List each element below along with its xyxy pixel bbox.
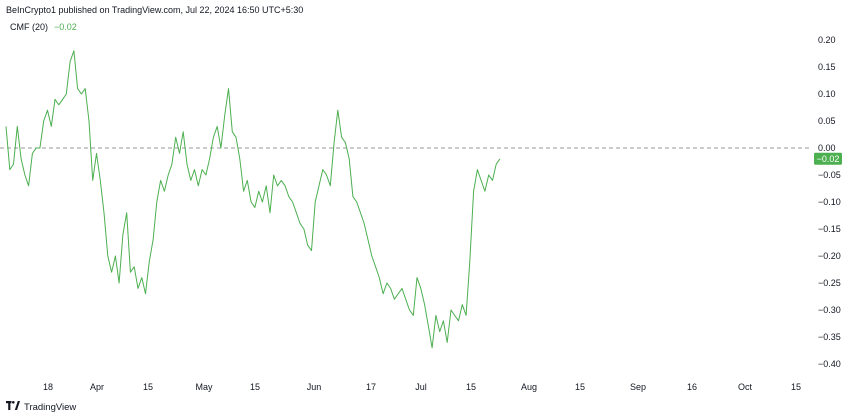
x-tick-label: Jul [415,382,427,392]
indicator-legend[interactable]: CMF (20) −0.02 [10,22,77,32]
y-tick-label: 0.15 [818,62,836,72]
y-tick-label: 0.05 [818,116,836,126]
x-tick-label: May [195,382,213,392]
y-tick-label: −0.15 [818,224,841,234]
cmf-series-line [5,50,501,349]
tradingview-logo-icon [6,401,20,413]
x-tick-label: 15 [466,382,476,392]
last-value-badge-label: −0.02 [817,154,840,164]
y-tick-label: 0.00 [818,143,836,153]
x-tick-label: Aug [521,382,537,392]
x-tick-label: 15 [143,382,153,392]
publish-info: BeInCrypto1 published on TradingView.com… [6,5,304,15]
x-tick-label: 15 [575,382,585,392]
tradingview-brand-label: TradingView [24,401,77,413]
indicator-value: −0.02 [54,22,77,32]
last-value-badge-background [814,152,842,165]
last-value-badge: −0.02 [814,152,842,165]
x-tick-label: Apr [90,382,104,392]
y-tick-label: −0.40 [818,359,841,369]
x-tick-label: 15 [250,382,260,392]
x-tick-label: Sep [630,382,646,392]
x-tick-label: 15 [791,382,801,392]
y-tick-label: −0.35 [818,332,841,342]
x-tick-label: 18 [43,382,53,392]
x-axis[interactable]: 18 Apr 15 May 15 Jun 17 Jul 15 Aug 15 Sep 16 Oct 15 [43,382,801,392]
footer-brand[interactable]: TradingView [6,401,76,413]
y-axis[interactable]: 0.20 0.15 0.10 0.05 0.00 −0.05 −0.10 −0.15 −0.20… [818,35,841,369]
y-tick-label: −0.25 [818,278,841,288]
indicator-name: CMF (20) [10,22,48,32]
y-tick-label: −0.10 [818,197,841,207]
y-tick-label: 0.10 [818,89,836,99]
x-tick-label: 17 [366,382,376,392]
x-tick-label: 16 [687,382,697,392]
x-tick-label: Jun [307,382,322,392]
x-tick-label: Oct [738,382,753,392]
y-tick-label: −0.05 [818,170,841,180]
y-tick-label: −0.30 [818,305,841,315]
y-tick-label: −0.20 [818,251,841,261]
y-tick-label: 0.20 [818,35,836,45]
